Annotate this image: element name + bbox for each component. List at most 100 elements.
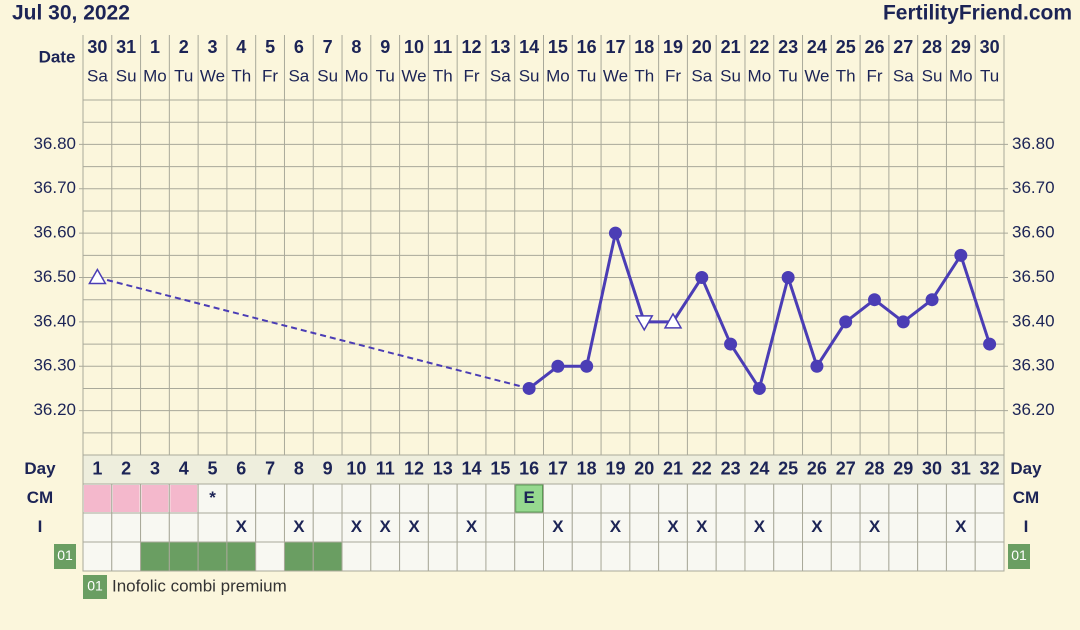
i-cell [312, 512, 343, 543]
date-label: 31 [116, 37, 136, 57]
weekday-label: Tu [577, 66, 596, 85]
day-number: 13 [433, 458, 453, 478]
day-number: 1 [92, 458, 102, 478]
date-label: 2 [179, 37, 189, 57]
day-number: 26 [807, 458, 827, 478]
day-number: 23 [721, 458, 741, 478]
cm-cell [658, 483, 688, 514]
i-value: X [955, 517, 967, 536]
supp-cell [197, 541, 228, 572]
weekday-label: Fr [464, 66, 480, 85]
i-value: X [380, 517, 392, 536]
date-label: 15 [548, 37, 568, 57]
row-label-right: CM [1013, 488, 1039, 507]
weekday-label: Su [317, 66, 338, 85]
weekday-label: Mo [748, 66, 772, 85]
supp-label-right: 01 [1011, 547, 1027, 563]
i-cell [571, 512, 602, 543]
date-label: 12 [462, 37, 482, 57]
date-label: 13 [490, 37, 510, 57]
day-number: 14 [462, 458, 482, 478]
weekday-label: We [200, 66, 225, 85]
i-value: X [869, 517, 881, 536]
day-number: 22 [692, 458, 712, 478]
legend-code: 01 [87, 578, 103, 594]
cm-cell [859, 483, 890, 514]
supp-cell [370, 541, 401, 572]
y-tick-label-right: 36.60 [1012, 223, 1055, 242]
temp-point [810, 359, 824, 373]
supp-cell [226, 541, 257, 572]
temp-point [781, 271, 795, 284]
day-number: 29 [893, 458, 913, 478]
supp-cell [859, 541, 890, 572]
day-number: 6 [236, 458, 246, 478]
i-cell [226, 512, 257, 543]
cm-highlight [112, 485, 140, 512]
day-number: 21 [663, 458, 683, 478]
weekday-label: Mo [546, 66, 570, 85]
y-tick-label-right: 36.40 [1012, 311, 1055, 330]
date-label: 28 [922, 37, 942, 57]
i-value: X [236, 517, 248, 536]
supp-cell [600, 541, 631, 572]
y-tick-label: 36.50 [33, 267, 76, 286]
temp-point-open [663, 312, 683, 329]
temp-point [839, 315, 853, 329]
date-label: 11 [433, 37, 452, 57]
temp-point [724, 337, 738, 351]
weekday-label: Su [720, 66, 741, 85]
temp-point [752, 381, 766, 395]
i-value: X [696, 517, 708, 536]
weekday-label: We [603, 66, 628, 85]
day-number: 31 [951, 458, 971, 478]
weekday-label: Mo [143, 66, 167, 85]
supp-cell [686, 541, 717, 572]
supp-cell [945, 541, 976, 572]
y-tick-label: 36.80 [33, 134, 76, 153]
date-label: 7 [323, 37, 333, 57]
legend-box [83, 575, 107, 599]
temp-point [983, 337, 997, 351]
supp-cell [312, 541, 343, 572]
i-value: X [610, 517, 622, 536]
day-number: 17 [548, 458, 568, 478]
cm-cell [341, 483, 372, 514]
supp-cell [111, 541, 142, 572]
cm-cell [715, 483, 746, 514]
supp-cell [140, 541, 170, 572]
cm-highlight [170, 485, 198, 512]
i-cell [888, 512, 919, 543]
date-label: 29 [951, 37, 971, 57]
i-cell [514, 512, 544, 543]
day-number: 20 [634, 458, 654, 478]
cm-cell [744, 483, 775, 514]
date-label: 14 [519, 37, 539, 57]
weekday-label: Fr [262, 66, 278, 85]
cm-highlight [515, 484, 543, 513]
i-cell [370, 512, 401, 543]
supp-cell [255, 541, 285, 572]
row-label: CM [27, 488, 53, 507]
day-number: 16 [519, 458, 539, 478]
i-cell [485, 512, 516, 543]
temp-point [695, 271, 709, 284]
i-value: X [351, 517, 363, 536]
day-number: 30 [922, 458, 942, 478]
weekday-label: Mo [345, 66, 369, 85]
supp-cell [715, 541, 746, 572]
temp-point-open [88, 267, 107, 285]
weekday-label: Mo [949, 66, 973, 85]
chart-date: Jul 30, 2022 [12, 2, 130, 25]
supp-cell [82, 541, 113, 572]
weekday-label: Su [922, 66, 943, 85]
weekday-label: Th [433, 66, 453, 85]
weekday-label: Sa [893, 66, 914, 85]
cm-cell [830, 483, 861, 514]
day-number: 28 [864, 458, 884, 478]
temp-point [896, 315, 910, 329]
supp-cell [399, 541, 429, 572]
supp-cell [168, 541, 199, 572]
cm-cell [629, 483, 660, 514]
